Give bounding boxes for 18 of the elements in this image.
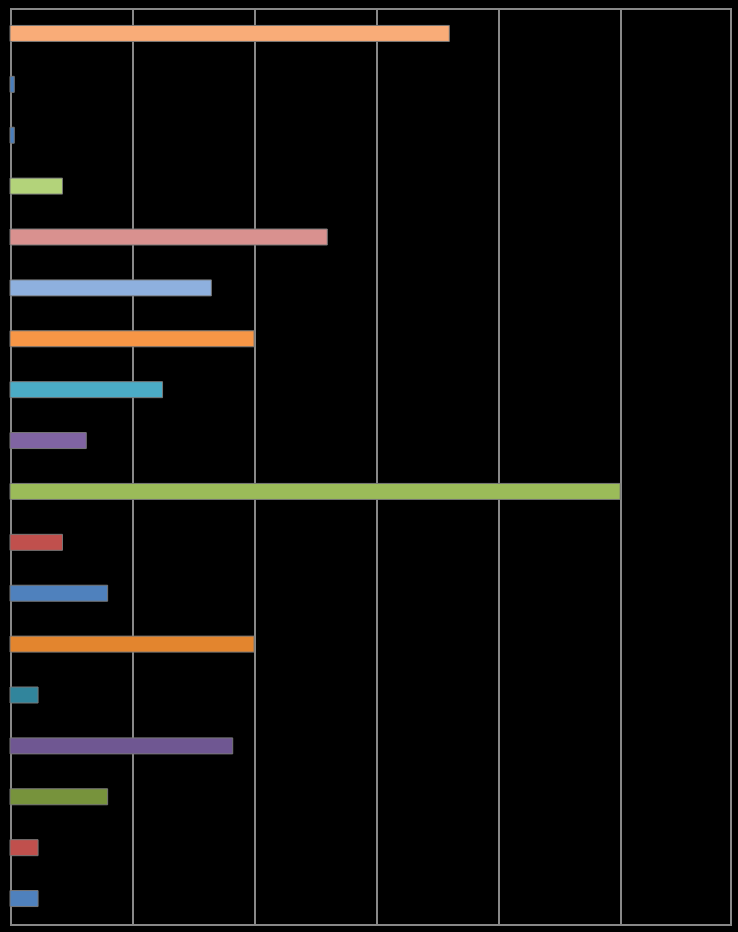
bar bbox=[9, 788, 109, 806]
bar bbox=[9, 432, 87, 450]
bar bbox=[9, 890, 39, 908]
bar bbox=[9, 24, 450, 42]
bar bbox=[9, 839, 39, 857]
bar bbox=[9, 228, 328, 246]
bar bbox=[9, 482, 621, 500]
bar bbox=[9, 330, 255, 348]
bar bbox=[9, 177, 63, 195]
bar bbox=[9, 635, 255, 653]
bar bbox=[9, 686, 39, 704]
bar bbox=[9, 381, 164, 399]
bar bbox=[9, 126, 15, 144]
bar bbox=[9, 279, 212, 297]
bar bbox=[9, 737, 234, 755]
bar bbox=[9, 533, 63, 551]
bar bbox=[9, 584, 109, 602]
bar bbox=[9, 75, 15, 93]
